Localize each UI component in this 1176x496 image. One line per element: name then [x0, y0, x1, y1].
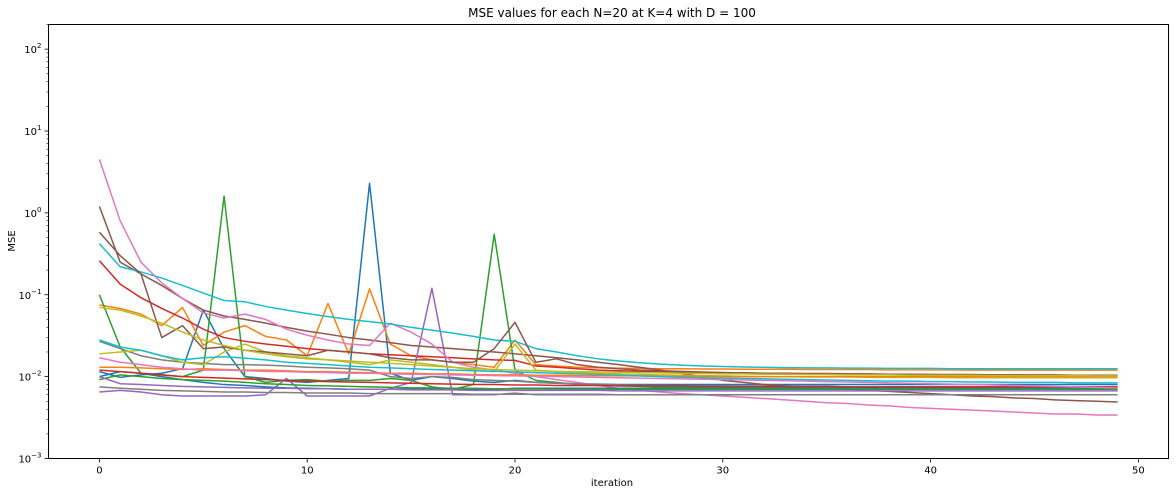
y-tick-label: 101 — [24, 124, 41, 138]
y-tick-label: 10−2 — [18, 370, 41, 384]
y-tick-label: 100 — [24, 206, 41, 220]
x-axis-title: iteration — [591, 478, 633, 489]
x-tick-label: 50 — [1132, 466, 1145, 477]
y-tick-label: 10−3 — [18, 452, 41, 466]
x-tick-label: 20 — [509, 466, 522, 477]
series-line-11 — [99, 370, 1118, 391]
series-line-12 — [99, 366, 1118, 378]
series-line-15 — [99, 375, 1118, 392]
series-line-7 — [98, 159, 1118, 416]
series-line-20 — [99, 339, 1118, 384]
series-line-10 — [98, 243, 1118, 370]
x-tick-label: 0 — [96, 466, 102, 477]
series-line-19 — [99, 306, 1118, 377]
y-tick-label: 10−1 — [18, 288, 41, 302]
series-line-2 — [99, 288, 1118, 371]
x-tick-label: 40 — [924, 466, 937, 477]
series-line-14 — [99, 369, 1118, 388]
y-tick-label: 102 — [24, 42, 41, 56]
chart-title: MSE values for each N=20 at K=4 with D =… — [468, 6, 756, 20]
series-line-1 — [99, 182, 1118, 386]
series-line-17 — [99, 357, 1118, 389]
y-axis-title: MSE — [7, 230, 18, 251]
series-line-13 — [99, 374, 1118, 391]
x-tick-label: 30 — [716, 466, 729, 477]
y-axis: 10−3 10−2 10−1 100 101 102 — [18, 24, 49, 466]
x-axis: 0 10 20 30 40 50 — [96, 458, 1145, 477]
series-line-18 — [99, 386, 1118, 396]
plot-frame — [48, 24, 1169, 459]
x-tick-label: 10 — [301, 466, 314, 477]
series-layer — [98, 159, 1118, 416]
